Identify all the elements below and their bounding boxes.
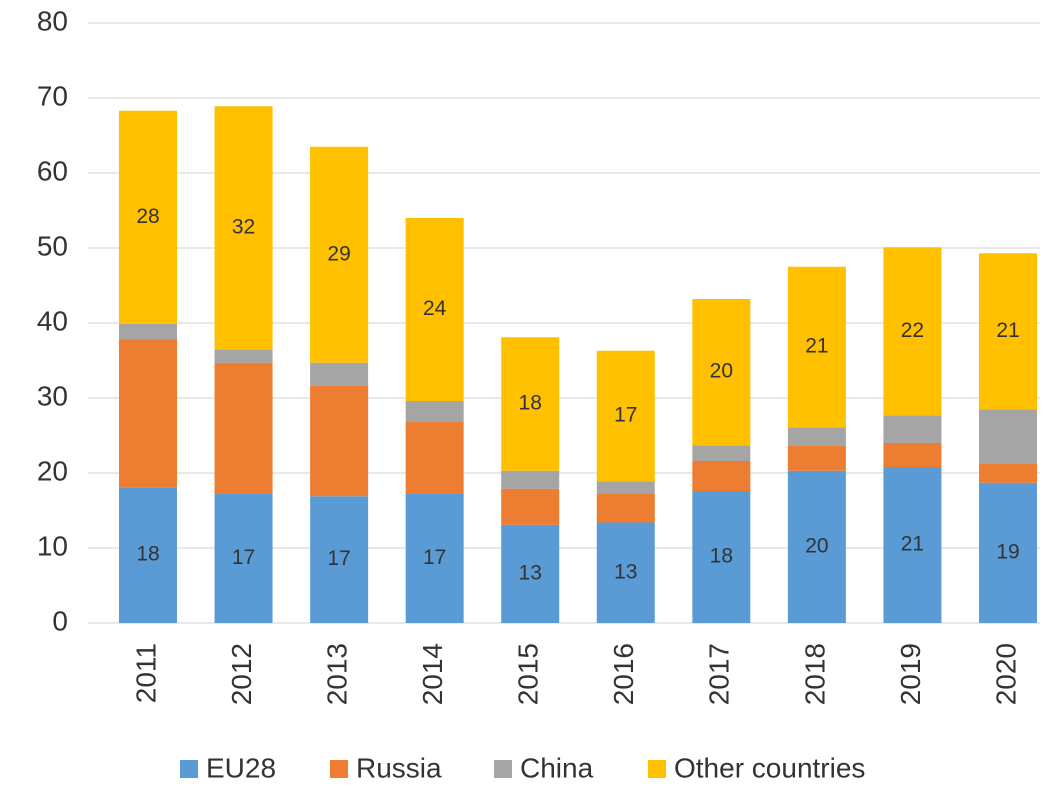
data-label: 20 xyxy=(710,360,733,383)
x-tick-label: 2011 xyxy=(130,643,161,703)
legend-label: Other countries xyxy=(674,752,865,783)
x-tick-label: 2020 xyxy=(990,643,1021,705)
legend-swatch xyxy=(330,760,348,778)
bar-segment xyxy=(883,247,942,416)
bar-segment xyxy=(692,445,751,461)
bar-segment xyxy=(119,323,177,340)
bar-segment xyxy=(883,467,942,623)
legend-label: China xyxy=(520,752,594,783)
x-tick-label: 2012 xyxy=(226,643,257,705)
bar-segment xyxy=(979,463,1037,483)
x-tick-label: 2017 xyxy=(704,643,735,705)
y-tick-label: 0 xyxy=(52,605,68,636)
bar-segment xyxy=(883,443,942,467)
legend-swatch xyxy=(494,760,512,778)
bar-segment xyxy=(119,339,177,488)
legend-swatch xyxy=(648,760,666,778)
data-label: 21 xyxy=(805,335,828,358)
bar-segment xyxy=(214,349,273,363)
bar-segment xyxy=(692,491,751,623)
y-tick-label: 10 xyxy=(37,530,68,561)
x-tick-label: 2019 xyxy=(895,643,926,705)
x-tick-label: 2013 xyxy=(322,643,353,705)
x-tick-label: 2014 xyxy=(417,643,448,705)
data-label: 18 xyxy=(136,543,159,566)
bar-segment xyxy=(596,350,655,482)
bar-segment xyxy=(787,445,846,471)
bar-segment xyxy=(979,409,1037,464)
legend-swatch xyxy=(180,760,198,778)
y-tick-label: 80 xyxy=(37,5,68,36)
bar-segment xyxy=(405,218,464,401)
bar-segment xyxy=(405,401,464,422)
data-label: 22 xyxy=(901,319,924,342)
bar-segment xyxy=(310,146,369,363)
data-label: 32 xyxy=(232,215,255,238)
bar-segment xyxy=(979,482,1037,623)
x-tick-label: 2015 xyxy=(513,643,544,705)
data-label: 24 xyxy=(423,297,447,320)
bar-segment xyxy=(501,470,560,489)
bar-segment xyxy=(214,106,273,350)
data-label: 28 xyxy=(136,205,159,228)
data-label: 13 xyxy=(519,561,542,584)
data-label: 21 xyxy=(996,319,1019,342)
data-label: 17 xyxy=(232,546,255,569)
bar-segment xyxy=(787,470,846,623)
bar-segment xyxy=(883,415,942,443)
data-label: 21 xyxy=(901,533,924,556)
y-tick-label: 70 xyxy=(37,80,68,111)
bar-segment xyxy=(596,522,655,623)
bar-segment xyxy=(979,253,1037,410)
bar-segment xyxy=(119,487,177,623)
data-label: 17 xyxy=(614,404,637,427)
bar-segment xyxy=(787,266,846,428)
bar-segment xyxy=(692,461,751,491)
y-tick-label: 30 xyxy=(37,380,68,411)
legend-label: Russia xyxy=(356,752,442,783)
bar-segment xyxy=(405,421,464,494)
y-tick-label: 40 xyxy=(37,305,68,336)
y-tick-label: 50 xyxy=(37,230,68,261)
bar-segment xyxy=(310,496,369,623)
data-label: 19 xyxy=(996,540,1019,563)
bar-segment xyxy=(405,494,464,623)
bar-segment xyxy=(501,337,560,471)
data-label: 17 xyxy=(327,547,350,570)
bar-segment xyxy=(596,481,655,494)
x-tick-label: 2016 xyxy=(608,643,639,705)
y-tick-label: 20 xyxy=(37,455,68,486)
data-label: 20 xyxy=(805,534,828,557)
data-label: 29 xyxy=(327,242,350,265)
data-label: 17 xyxy=(423,546,446,569)
bar-segment xyxy=(692,299,751,446)
y-tick-label: 60 xyxy=(37,155,68,186)
bar-segment xyxy=(787,427,846,446)
bar-segment xyxy=(501,488,560,525)
data-label: 18 xyxy=(519,392,542,415)
bar-segment xyxy=(310,385,369,497)
bar-segment xyxy=(214,494,273,623)
bar-segment xyxy=(214,362,273,494)
data-label: 13 xyxy=(614,560,637,583)
x-tick-label: 2018 xyxy=(799,643,830,705)
bar-segment xyxy=(310,362,369,386)
bar-segment xyxy=(501,524,560,623)
bar-segment xyxy=(596,494,655,523)
bar-segment xyxy=(119,110,177,324)
legend-label: EU28 xyxy=(206,752,276,783)
data-label: 18 xyxy=(710,545,733,568)
